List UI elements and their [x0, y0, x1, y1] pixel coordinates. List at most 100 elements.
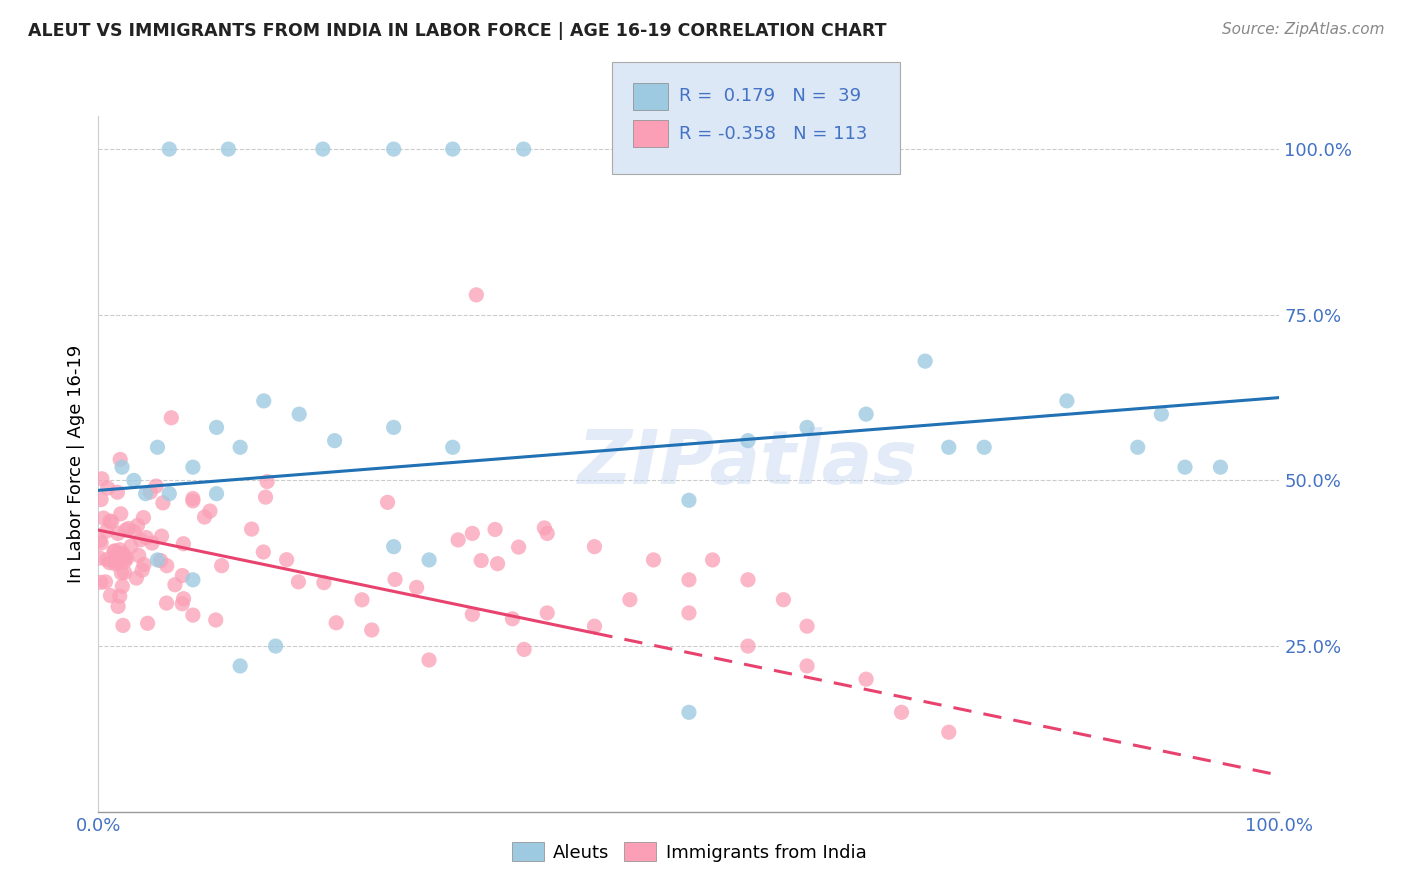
Point	[149, 553, 172, 567]
Point	[107, 526, 129, 541]
Point	[501, 612, 523, 626]
Point	[157, 142, 180, 156]
Point	[193, 510, 215, 524]
Point	[796, 420, 818, 434]
Point	[103, 544, 125, 558]
Point	[90, 575, 112, 590]
Point	[288, 407, 311, 421]
Point	[104, 549, 127, 564]
Point	[702, 553, 724, 567]
Point	[104, 557, 127, 571]
Point	[115, 551, 138, 566]
Point	[890, 706, 912, 720]
Point	[513, 642, 536, 657]
Text: Source: ZipAtlas.com: Source: ZipAtlas.com	[1222, 22, 1385, 37]
Point	[737, 639, 759, 653]
Point	[276, 552, 298, 566]
Point	[125, 571, 148, 585]
Text: R =  0.179   N =  39: R = 0.179 N = 39	[679, 87, 862, 105]
Point	[172, 568, 194, 582]
Point	[111, 579, 134, 593]
Point	[136, 616, 159, 631]
Point	[254, 490, 277, 504]
Point	[418, 653, 440, 667]
Point	[100, 589, 122, 603]
Point	[181, 494, 204, 508]
Point	[198, 504, 221, 518]
Point	[382, 540, 405, 554]
Point	[135, 531, 157, 545]
Legend: Aleuts, Immigrants from India: Aleuts, Immigrants from India	[505, 835, 873, 869]
Point	[105, 556, 128, 570]
Point	[146, 440, 169, 454]
Point	[152, 496, 174, 510]
Point	[117, 521, 139, 535]
Point	[229, 440, 252, 454]
Point	[157, 486, 180, 500]
Point	[678, 706, 700, 720]
Point	[135, 486, 157, 500]
Point	[132, 558, 155, 572]
Point	[484, 523, 506, 537]
Point	[536, 606, 558, 620]
Point	[155, 596, 177, 610]
Point	[93, 511, 115, 525]
Point	[112, 546, 135, 560]
Point	[350, 592, 373, 607]
Point	[441, 142, 464, 156]
Point	[94, 574, 117, 589]
Point	[533, 521, 555, 535]
Point	[160, 410, 183, 425]
Point	[323, 434, 346, 448]
Point	[312, 142, 335, 156]
Point	[382, 142, 405, 156]
Point	[211, 558, 233, 573]
Point	[205, 486, 228, 500]
Point	[1126, 440, 1149, 454]
Point	[312, 575, 335, 590]
Point	[107, 599, 129, 614]
Point	[461, 607, 484, 622]
Point	[145, 479, 167, 493]
Point	[772, 592, 794, 607]
Point	[643, 553, 665, 567]
Point	[287, 574, 309, 589]
Point	[104, 544, 127, 558]
Point	[181, 460, 204, 475]
Point	[678, 573, 700, 587]
Point	[512, 142, 534, 156]
Point	[114, 554, 136, 568]
Point	[111, 460, 134, 475]
Point	[465, 288, 488, 302]
Point	[470, 553, 492, 567]
Point	[96, 524, 118, 538]
Point	[240, 522, 263, 536]
Point	[253, 393, 276, 408]
Point	[114, 523, 136, 537]
Point	[583, 619, 606, 633]
Point	[107, 485, 129, 500]
Point	[737, 573, 759, 587]
Point	[737, 434, 759, 448]
Point	[114, 550, 136, 565]
Point	[1209, 460, 1232, 475]
Point	[156, 558, 179, 573]
Point	[914, 354, 936, 368]
Point	[120, 539, 142, 553]
Point	[619, 592, 641, 607]
Point	[98, 514, 121, 528]
Point	[973, 440, 995, 454]
Point	[108, 452, 131, 467]
Point	[461, 526, 484, 541]
Point	[150, 529, 173, 543]
Point	[796, 659, 818, 673]
Point	[172, 537, 194, 551]
Point	[678, 606, 700, 620]
Point	[163, 578, 186, 592]
Point	[938, 725, 960, 739]
Point	[128, 549, 150, 563]
Point	[131, 563, 153, 577]
Point	[122, 474, 145, 488]
Point	[583, 540, 606, 554]
Point	[360, 623, 382, 637]
